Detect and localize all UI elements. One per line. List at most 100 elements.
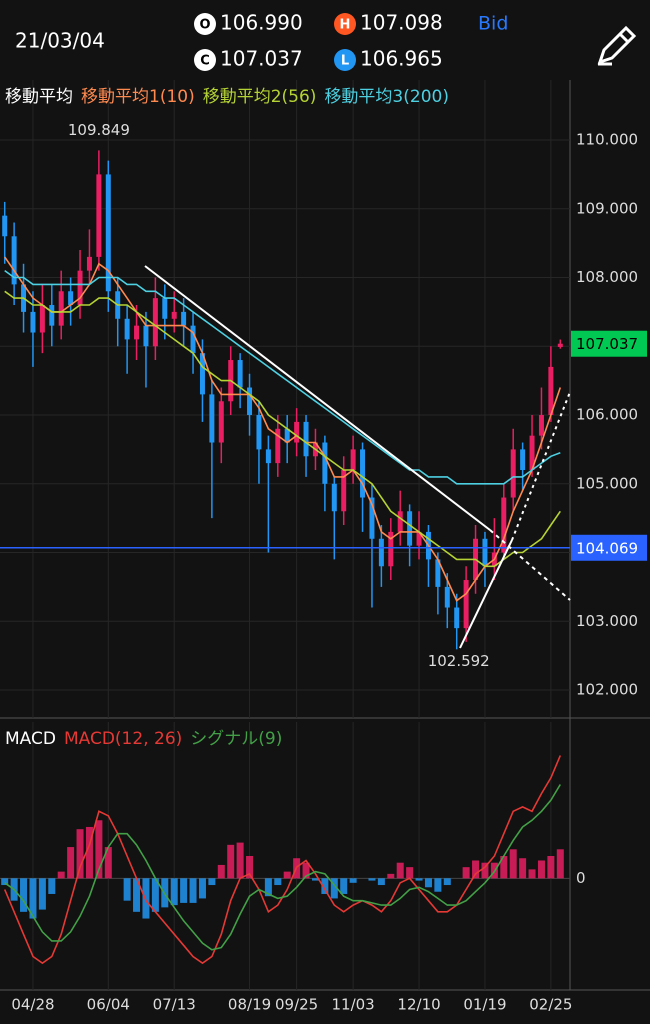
histogram-bar — [57, 871, 65, 879]
quote-value: 106.965 — [360, 47, 443, 71]
histogram-bar — [198, 878, 206, 899]
y-tick-label: 106.000 — [576, 406, 638, 424]
candle-body — [284, 428, 290, 443]
candle-body — [397, 511, 403, 532]
candle-body — [58, 291, 64, 326]
histogram-bar — [104, 847, 112, 879]
trendline — [459, 539, 513, 649]
date: 21/03/04 — [15, 29, 105, 53]
histogram-bar — [48, 878, 56, 894]
trendline — [144, 265, 491, 531]
histogram-bar — [340, 878, 348, 894]
histogram-bar — [415, 878, 423, 881]
line — [4, 269, 561, 485]
y-tick-label: 109.000 — [576, 199, 638, 217]
histogram-bar — [406, 867, 414, 879]
candle-body — [557, 343, 563, 347]
candle-body — [520, 449, 526, 471]
candle-body — [134, 325, 140, 340]
legend-entry: 移動平均3(200) — [324, 87, 449, 107]
candle-body — [30, 311, 36, 333]
candle-body — [529, 435, 535, 471]
histogram-bar — [547, 856, 555, 879]
edit-icon[interactable] — [597, 25, 637, 66]
quote-key: O — [199, 18, 210, 33]
candle-body — [444, 586, 450, 608]
legend-entry: 移動平均1(10) — [81, 87, 195, 107]
histogram-bar — [38, 878, 46, 910]
histogram-bar — [330, 878, 338, 899]
indicator-title: MACD — [5, 729, 56, 749]
histogram-bar — [283, 871, 291, 879]
candle-body — [39, 305, 45, 333]
histogram-bar — [424, 878, 432, 888]
plot — [0, 80, 570, 990]
candle-body — [218, 401, 224, 443]
candle-body — [331, 483, 337, 512]
y-tick-label: 105.000 — [576, 474, 638, 492]
candle-body — [49, 305, 55, 326]
x-tick-label: 07/13 — [153, 996, 196, 1014]
candle-body — [209, 394, 215, 443]
y-tick-label: 103.000 — [576, 612, 638, 630]
candle-body — [303, 421, 309, 457]
histogram-bar — [274, 878, 282, 886]
trendline-extension — [511, 391, 571, 541]
candle-body — [294, 421, 300, 443]
candle-body — [275, 428, 281, 464]
candle-body — [105, 174, 111, 292]
y-tick-label: 110.000 — [576, 131, 638, 149]
histogram-bar — [321, 878, 329, 894]
legend-entry: MACD(12, 26) — [64, 729, 182, 749]
quote-badge — [334, 49, 356, 71]
candle-body — [454, 607, 460, 629]
x-tick-label: 06/04 — [87, 996, 130, 1014]
histogram-bar — [302, 862, 310, 879]
histogram-bar — [142, 878, 150, 919]
histogram-bar — [537, 860, 545, 879]
x-tick-label: 09/25 — [275, 996, 318, 1014]
x-tick-label: 04/28 — [11, 996, 54, 1014]
candle-body — [143, 325, 149, 347]
bid[interactable]: Bid — [478, 13, 508, 35]
histogram-bar — [377, 878, 385, 886]
candle-body — [482, 538, 488, 567]
candle-body — [77, 270, 83, 306]
histogram-bar — [509, 849, 517, 879]
legend-entry: シグナル(9) — [190, 729, 282, 749]
histogram-bar — [180, 878, 188, 903]
candle-body — [435, 559, 441, 587]
x-tick-label: 01/19 — [463, 996, 506, 1014]
quote-key: L — [341, 54, 349, 69]
quote-badge — [334, 13, 356, 35]
candle-body — [360, 449, 366, 498]
histogram-bar — [396, 862, 404, 879]
histogram-bar — [368, 878, 376, 881]
candle-body — [510, 449, 516, 498]
high-label: 109.849 — [68, 121, 130, 139]
histogram-bar — [481, 862, 489, 879]
histogram-bar — [311, 878, 319, 881]
candle-body — [96, 174, 102, 257]
candle-body — [237, 360, 243, 388]
histogram-bar — [189, 878, 197, 903]
histogram-bar — [227, 844, 235, 879]
histogram-bar — [472, 860, 480, 879]
candle-body — [350, 449, 356, 471]
y-tick-label: 108.000 — [576, 268, 638, 286]
candle-body — [171, 311, 177, 319]
quote-key: C — [200, 54, 210, 69]
x-tick-label: 08/19 — [228, 996, 271, 1014]
price-box — [571, 330, 647, 357]
histogram-bar — [246, 856, 254, 879]
trendlines — [144, 265, 571, 649]
price-box — [571, 534, 647, 561]
line — [4, 256, 562, 602]
candle-body — [463, 580, 469, 629]
indicator-title: 移動平均 — [5, 87, 73, 107]
histogram-bar — [500, 856, 508, 879]
histogram-bar — [1, 878, 9, 886]
quote-key: H — [340, 18, 351, 33]
histogram-bar — [434, 878, 442, 892]
candle-body — [378, 538, 384, 567]
